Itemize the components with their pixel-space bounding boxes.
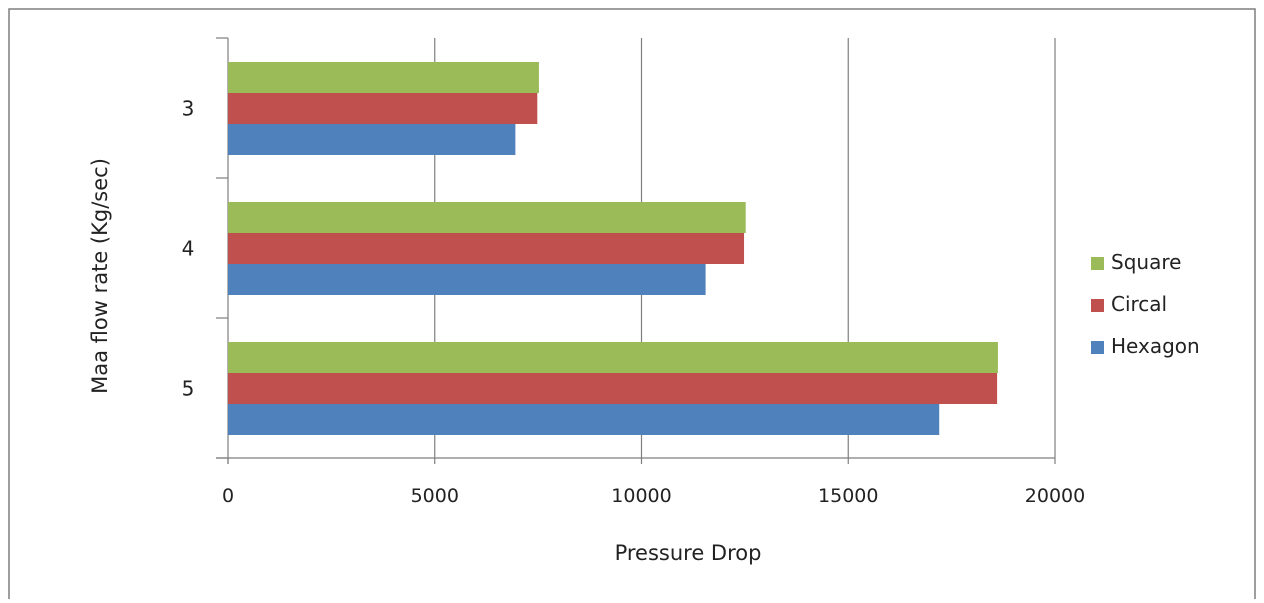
legend-label-hexagon: Hexagon — [1111, 334, 1200, 358]
chart-border — [8, 8, 1256, 603]
x-tick-label: 0 — [222, 485, 234, 507]
bar-square-3 — [228, 62, 539, 93]
x-tick-label: 5000 — [411, 485, 459, 507]
legend-label-circal: Circal — [1111, 292, 1167, 316]
x-tick-label: 15000 — [818, 485, 878, 507]
legend-swatch-hexagon — [1091, 341, 1104, 354]
bar-hexagon-5 — [228, 404, 940, 435]
bar-square-5 — [228, 342, 998, 373]
bar-hexagon-3 — [228, 124, 516, 155]
bar-hexagon-4 — [228, 264, 706, 295]
y-tick-label: 5 — [182, 377, 195, 401]
legend-swatch-square — [1091, 257, 1104, 270]
bar-circal-3 — [228, 93, 538, 124]
x-axis-title: Pressure Drop — [615, 541, 762, 565]
y-tick-label: 3 — [182, 97, 195, 121]
legend: Square Circal Hexagon — [1091, 250, 1200, 358]
tick-labels: 0 5000 10000 15000 20000 3 4 5 — [182, 97, 1086, 508]
legend-label-square: Square — [1111, 250, 1181, 274]
y-axis-title: Maa flow rate (Kg/sec) — [88, 158, 112, 394]
y-tick-label: 4 — [182, 237, 195, 261]
x-tick-label: 10000 — [611, 485, 671, 507]
bars — [228, 62, 998, 435]
x-tick-label: 20000 — [1025, 485, 1085, 507]
bar-circal-5 — [228, 373, 998, 404]
bar-circal-4 — [228, 233, 745, 264]
bar-square-4 — [228, 202, 746, 233]
chart-outer-border — [8, 8, 1256, 603]
legend-swatch-circal — [1091, 299, 1104, 312]
